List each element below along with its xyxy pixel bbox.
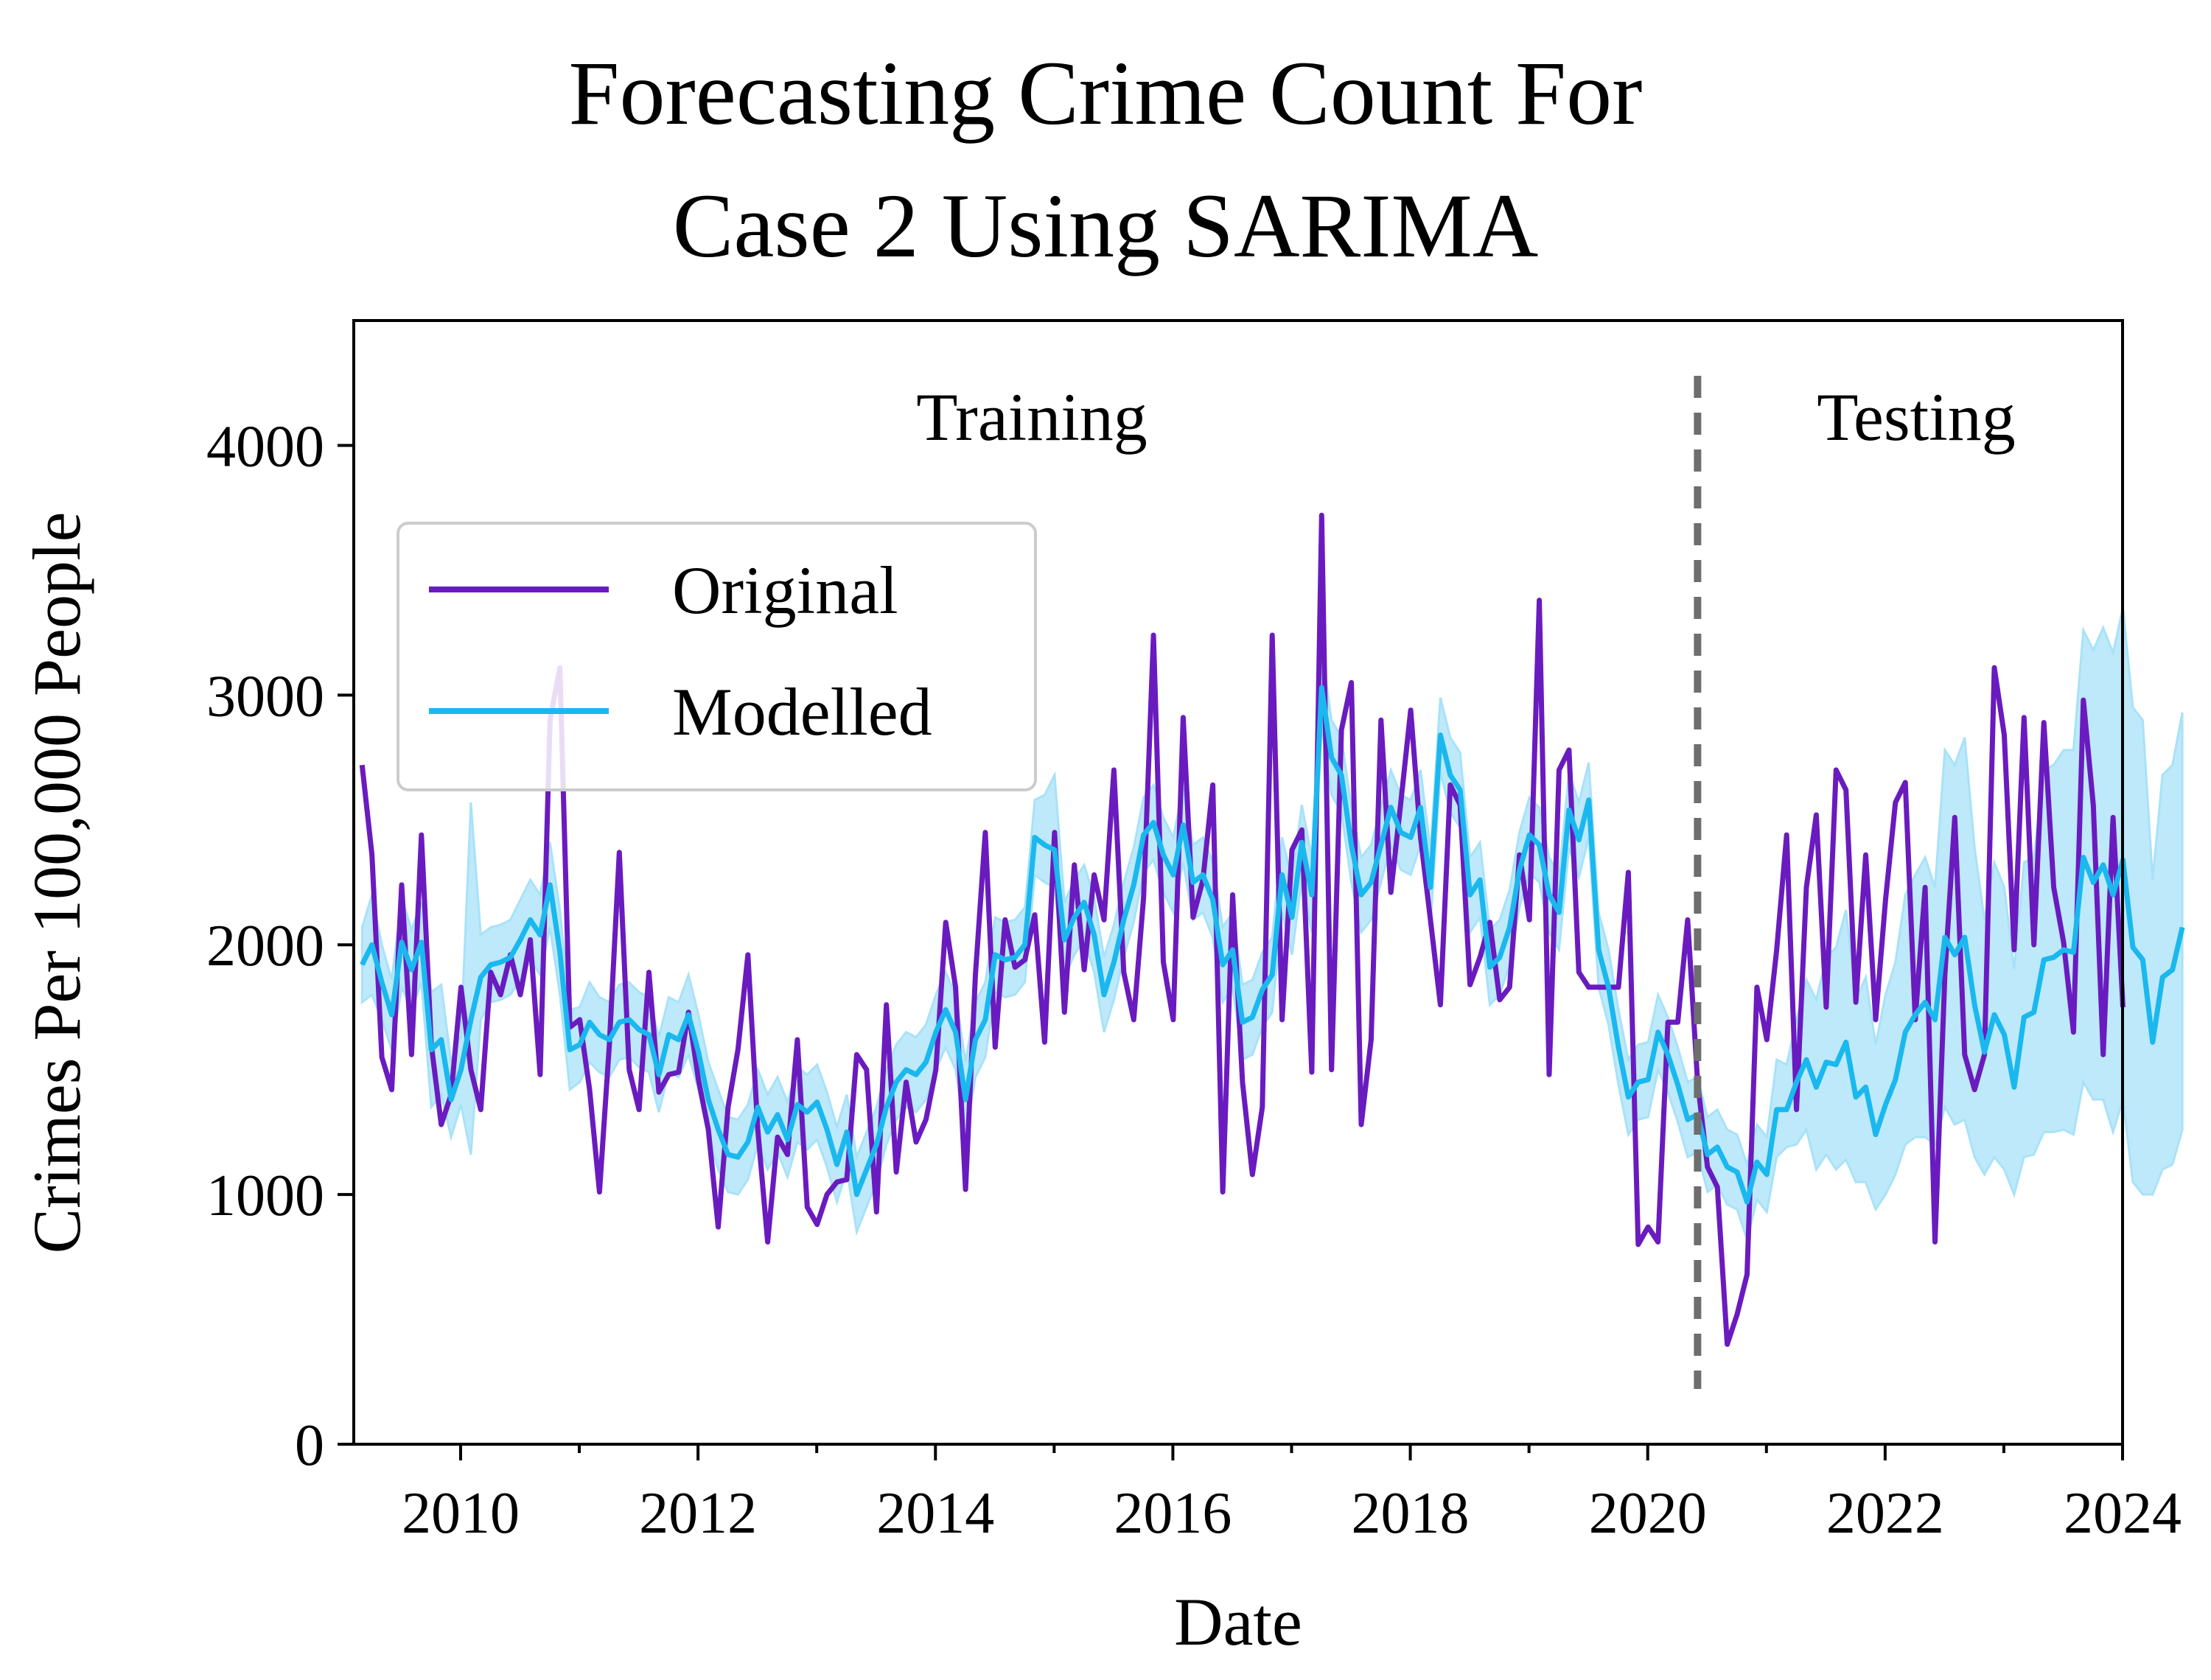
x-tick-label: 2024 xyxy=(2064,1481,2182,1546)
region-label-training: Training xyxy=(916,379,1148,455)
chart-title-line-1: Forecasting Crime Count For xyxy=(569,43,1643,144)
y-axis-label: Crimes Per 100,000 People xyxy=(19,512,94,1254)
x-axis: 2010 2012 2014 2016 2018 2020 2022 2024 xyxy=(402,1444,2182,1546)
x-tick-label: 2020 xyxy=(1589,1481,1707,1546)
x-tick-label: 2012 xyxy=(639,1481,757,1546)
legend-label-original: Original xyxy=(672,553,898,628)
series-line-layer xyxy=(359,512,2185,1347)
legend: Original Modelled xyxy=(397,522,1037,791)
y-tick-label: 0 xyxy=(295,1413,324,1478)
x-axis-label: Date xyxy=(1174,1584,1302,1659)
x-tick-label: 2014 xyxy=(876,1481,994,1546)
chart-title-line-2: Case 2 Using SARIMA xyxy=(673,175,1539,276)
region-label-testing: Testing xyxy=(1817,379,2016,455)
y-tick-label: 4000 xyxy=(206,414,324,479)
y-tick-label: 1000 xyxy=(206,1163,324,1228)
plot-frame xyxy=(352,319,2124,1446)
x-tick-label: 2018 xyxy=(1352,1481,1470,1546)
x-tick-label: 2016 xyxy=(1114,1481,1232,1546)
x-tick-label: 2022 xyxy=(1826,1481,1944,1546)
x-tick-label: 2010 xyxy=(402,1481,520,1546)
legend-label-modelled: Modelled xyxy=(672,674,932,749)
y-tick-label: 2000 xyxy=(206,914,324,979)
series-line-modelled xyxy=(360,685,2185,1205)
y-tick-label: 3000 xyxy=(206,664,324,729)
y-axis: 0 1000 2000 3000 4000 xyxy=(206,414,354,1478)
plot-area xyxy=(359,376,2185,1389)
